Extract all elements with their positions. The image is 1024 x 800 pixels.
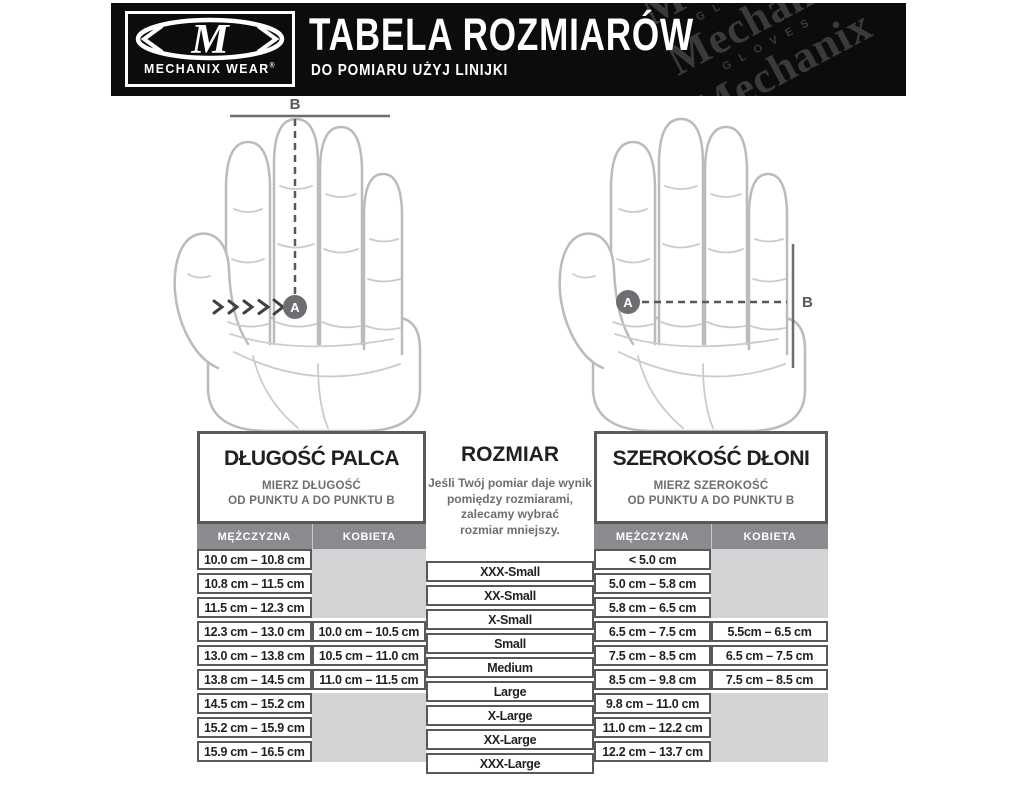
col-header-men: MĘŻCZYZNA bbox=[217, 530, 291, 543]
empty-cell-block bbox=[311, 549, 426, 618]
subtitle-line: OD PUNKTU A DO PUNKTU B bbox=[228, 495, 395, 507]
palm-width-header: SZEROKOŚĆ DŁONI MIERZ SZEROKOŚĆ OD PUNKT… bbox=[594, 431, 828, 524]
middle-finger bbox=[657, 117, 705, 346]
size-section: ROZMIAR Jeśli Twój pomiar daje wynik pom… bbox=[426, 431, 594, 777]
note-line: rozmiar mniejszy. bbox=[460, 522, 560, 537]
finger-length-header: DŁUGOŚĆ PALCA MIERZ DŁUGOŚĆ OD PUNKTU A … bbox=[197, 431, 426, 524]
finger-length-women-column: 10.0 cm – 10.5 cm 10.5 cm – 11.0 cm 11.0… bbox=[311, 549, 426, 765]
point-b-label: B bbox=[290, 96, 301, 113]
index-finger bbox=[224, 140, 272, 346]
palm-width-men-cell: 12.2 cm – 13.7 cm bbox=[594, 741, 711, 762]
finger-length-column-headers: MĘŻCZYZNA KOBIETA bbox=[197, 524, 426, 549]
point-a-label: A bbox=[290, 300, 300, 315]
col-header-women: KOBIETA bbox=[311, 524, 427, 549]
finger-length-men-cell: 12.3 cm – 13.0 cm bbox=[197, 621, 312, 642]
size-cell: XXX-Small bbox=[426, 561, 594, 582]
size-header: ROZMIAR Jeśli Twój pomiar daje wynik pom… bbox=[426, 443, 594, 561]
page-title: TABELA ROZMIARÓW bbox=[309, 9, 694, 60]
size-cell: Large bbox=[426, 681, 594, 702]
palm-width-men-cell: 6.5 cm – 7.5 cm bbox=[594, 621, 711, 642]
hand-diagram-finger-length: B A bbox=[173, 96, 422, 432]
palm-width-rows: < 5.0 cm 5.0 cm – 5.8 cm 5.8 cm – 6.5 cm… bbox=[594, 549, 828, 765]
col-header-men: MĘŻCZYZNA bbox=[615, 530, 690, 543]
palm-width-men-cell: 11.0 cm – 12.2 cm bbox=[594, 717, 711, 738]
palm-width-section: SZEROKOŚĆ DŁONI MIERZ SZEROKOŚĆ OD PUNKT… bbox=[594, 431, 828, 765]
finger-length-men-cell: 14.5 cm – 15.2 cm bbox=[197, 693, 312, 714]
subtitle-line: MIERZ DŁUGOŚĆ bbox=[261, 480, 362, 492]
size-cell: X-Small bbox=[426, 609, 594, 630]
palm-width-men-column: < 5.0 cm 5.0 cm – 5.8 cm 5.8 cm – 6.5 cm… bbox=[594, 549, 711, 765]
pinky-finger bbox=[747, 172, 789, 356]
finger-length-section: DŁUGOŚĆ PALCA MIERZ DŁUGOŚĆ OD PUNKTU A … bbox=[197, 431, 426, 765]
finger-length-women-cell: 10.0 cm – 10.5 cm bbox=[311, 621, 426, 642]
palm-width-women-cell: 7.5 cm – 8.5 cm bbox=[711, 669, 828, 690]
size-cell: XX-Small bbox=[426, 585, 594, 606]
hand-diagram-palm-width: B A bbox=[558, 117, 813, 432]
logo-text: MECHANIX WEAR® bbox=[132, 61, 288, 76]
subtitle-line: MIERZ SZEROKOŚĆ bbox=[653, 480, 769, 492]
mechanix-logo: M MECHANIX WEAR® bbox=[125, 11, 295, 87]
point-b-label: B bbox=[802, 294, 813, 311]
empty-cell-block bbox=[711, 549, 828, 618]
finger-length-men-cell: 15.2 cm – 15.9 cm bbox=[197, 717, 312, 738]
palm-width-column-headers: MĘŻCZYZNA KOBIETA bbox=[594, 524, 828, 549]
finger-length-women-cell: 11.0 cm – 11.5 cm bbox=[311, 669, 426, 690]
col-header-women: KOBIETA bbox=[711, 524, 828, 549]
palm-width-subtitle: MIERZ SZEROKOŚĆ OD PUNKTU A DO PUNKTU B bbox=[597, 479, 825, 509]
palm-width-men-cell: 8.5 cm – 9.8 cm bbox=[594, 669, 711, 690]
ring-finger bbox=[318, 125, 364, 346]
empty-cell-block bbox=[711, 693, 828, 762]
finger-length-men-column: 10.0 cm – 10.8 cm 10.8 cm – 11.5 cm 11.5… bbox=[197, 549, 312, 765]
finger-length-men-cell: 11.5 cm – 12.3 cm bbox=[197, 597, 312, 618]
finger-length-subtitle: MIERZ DŁUGOŚĆ OD PUNKTU A DO PUNKTU B bbox=[200, 479, 423, 509]
palm-width-men-cell: 5.0 cm – 5.8 cm bbox=[594, 573, 711, 594]
size-cell: Medium bbox=[426, 657, 594, 678]
size-cell: Small bbox=[426, 633, 594, 654]
point-a-label: A bbox=[623, 295, 633, 310]
header-bar: Mechanix GLOVES Mechanix GLOVES Mechanix… bbox=[111, 3, 906, 96]
note-line: pomiędzy rozmiarami, bbox=[446, 491, 574, 506]
empty-cell-block bbox=[311, 693, 426, 762]
palm-width-men-cell: 5.8 cm – 6.5 cm bbox=[594, 597, 711, 618]
registered-mark: ® bbox=[269, 62, 276, 70]
palm-width-women-cell: 5.5cm – 6.5 cm bbox=[711, 621, 828, 642]
finger-length-title: DŁUGOŚĆ PALCA bbox=[223, 447, 400, 470]
pinky-finger bbox=[362, 172, 404, 356]
palm-width-men-cell: 7.5 cm – 8.5 cm bbox=[594, 645, 711, 666]
finger-length-women-cell: 10.5 cm – 11.0 cm bbox=[311, 645, 426, 666]
size-title: ROZMIAR bbox=[461, 443, 559, 466]
svg-text:M: M bbox=[190, 17, 230, 61]
size-rows: XXX-Small XX-Small X-Small Small Medium … bbox=[426, 561, 594, 777]
mechanix-m-icon: M bbox=[135, 17, 285, 61]
ring-finger bbox=[703, 125, 749, 346]
finger-length-men-cell: 13.0 cm – 13.8 cm bbox=[197, 645, 312, 666]
point-a-marker bbox=[616, 290, 640, 314]
size-cell: XX-Large bbox=[426, 729, 594, 750]
palm-width-men-cell: < 5.0 cm bbox=[594, 549, 711, 570]
point-a-marker bbox=[283, 295, 307, 319]
subtitle-line: OD PUNKTU A DO PUNKTU B bbox=[627, 495, 795, 507]
arrow-chevrons bbox=[212, 298, 286, 316]
palm-width-women-column: 5.5cm – 6.5 cm 6.5 cm – 7.5 cm 7.5 cm – … bbox=[711, 549, 828, 765]
size-cell: XXX-Large bbox=[426, 753, 594, 774]
finger-length-men-cell: 10.8 cm – 11.5 cm bbox=[197, 573, 312, 594]
size-cell: X-Large bbox=[426, 705, 594, 726]
finger-length-men-cell: 15.9 cm – 16.5 cm bbox=[197, 741, 312, 762]
size-note: Jeśli Twój pomiar daje wynik pomiędzy ro… bbox=[426, 476, 594, 538]
palm-width-women-cell: 6.5 cm – 7.5 cm bbox=[711, 645, 828, 666]
logo-wordmark: MECHANIX WEAR bbox=[144, 61, 270, 76]
finger-length-rows: 10.0 cm – 10.8 cm 10.8 cm – 11.5 cm 11.5… bbox=[197, 549, 426, 765]
note-line: zalecamy wybrać bbox=[460, 507, 560, 521]
finger-length-men-cell: 13.8 cm – 14.5 cm bbox=[197, 669, 312, 690]
palm-width-title: SZEROKOŚĆ DŁONI bbox=[612, 447, 810, 470]
page-subtitle: DO POMIARU UŻYJ LINIJKI bbox=[311, 62, 509, 79]
note-line: Jeśli Twój pomiar daje wynik bbox=[428, 476, 592, 490]
finger-length-men-cell: 10.0 cm – 10.8 cm bbox=[197, 549, 312, 570]
palm-width-men-cell: 9.8 cm – 11.0 cm bbox=[594, 693, 711, 714]
